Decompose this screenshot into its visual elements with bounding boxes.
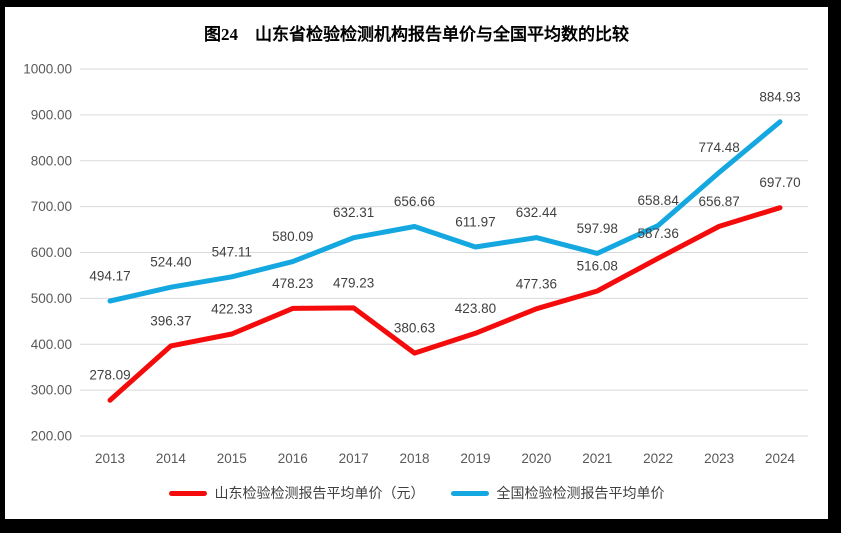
y-axis-tick-label: 800.00 [31,153,72,168]
shandong-data-label: 697.70 [759,175,800,190]
y-axis-tick-label: 300.00 [31,383,72,398]
national-data-label: 632.44 [516,205,558,220]
legend-label-national: 全国检验检测报告平均单价 [496,485,665,501]
legend-item-shandong: 山东检验检测报告平均单价（元） [168,484,425,502]
national-data-label: 774.48 [698,140,739,155]
national-data-label: 597.98 [577,221,618,236]
y-axis-tick-label: 1000.00 [23,62,72,77]
national-data-label: 547.11 [212,244,252,259]
legend-item-national: 全国检验检测报告平均单价 [450,484,665,502]
x-axis-tick-label: 2016 [278,451,308,466]
legend-label-shandong: 山东检验检测报告平均单价（元） [214,485,425,501]
y-axis-tick-label: 500.00 [31,291,72,306]
shandong-data-label: 477.36 [516,276,557,291]
y-axis-tick-label: 900.00 [31,107,72,122]
shandong-data-label: 478.23 [272,276,313,291]
national-series-line [107,119,783,304]
national-data-label: 611.97 [455,215,495,230]
legend-swatch-national-line [450,490,489,496]
y-axis-tick-label: 200.00 [31,429,72,444]
legend: 山东检验检测报告平均单价（元） 全国检验检测报告平均单价 [5,484,828,502]
x-axis-tick-label: 2024 [765,451,796,466]
y-axis-tick-label: 600.00 [31,245,72,260]
shandong-data-label: 423.80 [455,301,496,316]
x-axis-tick-label: 2023 [704,451,734,466]
x-axis-tick-label: 2014 [156,451,187,466]
national-data-label: 656.66 [394,194,435,209]
chart-title: 图24 山东省检验检测机构报告单价与全国平均数的比较 [204,25,629,44]
national-data-label: 524.40 [150,255,191,270]
national-data-label: 632.31 [333,205,374,220]
x-axis-tick-label: 2017 [339,451,369,466]
x-axis-tick-label: 2018 [400,451,430,466]
shandong-data-label: 278.09 [89,368,130,383]
x-axis-tick-label: 2015 [217,451,247,466]
shandong-data-label: 380.63 [394,321,435,336]
shandong-data-label: 422.33 [211,302,252,317]
national-data-label: 580.09 [272,229,313,244]
x-axis-tick-label: 2022 [643,451,673,466]
shandong-data-label: 396.37 [150,313,191,328]
chart-frame: 200.00 300.00 400.00 500.00 600.00 700.00 800.… [5,7,828,519]
x-axis-tick-label: 2013 [95,451,125,466]
shandong-data-label: 656.87 [698,194,739,209]
x-axis-tick-label: 2021 [582,451,612,466]
x-axis-tick-label: 2019 [460,451,490,466]
national-data-label: 494.17 [89,269,130,284]
shandong-data-label: 516.08 [577,258,618,273]
chart-canvas: 200.00 300.00 400.00 500.00 600.00 700.00 800.… [23,62,808,466]
legend-swatch-shandong-line [168,490,207,496]
shandong-data-label: 479.23 [333,275,374,290]
y-axis-tick-label: 400.00 [31,337,72,352]
national-data-label: 658.84 [638,193,680,208]
y-axis-tick-label: 700.00 [31,199,72,214]
shandong-series-line [107,205,783,403]
x-axis-tick-label: 2020 [521,451,551,466]
national-data-label: 884.93 [759,89,800,104]
shandong-data-label: 587.36 [638,226,679,241]
